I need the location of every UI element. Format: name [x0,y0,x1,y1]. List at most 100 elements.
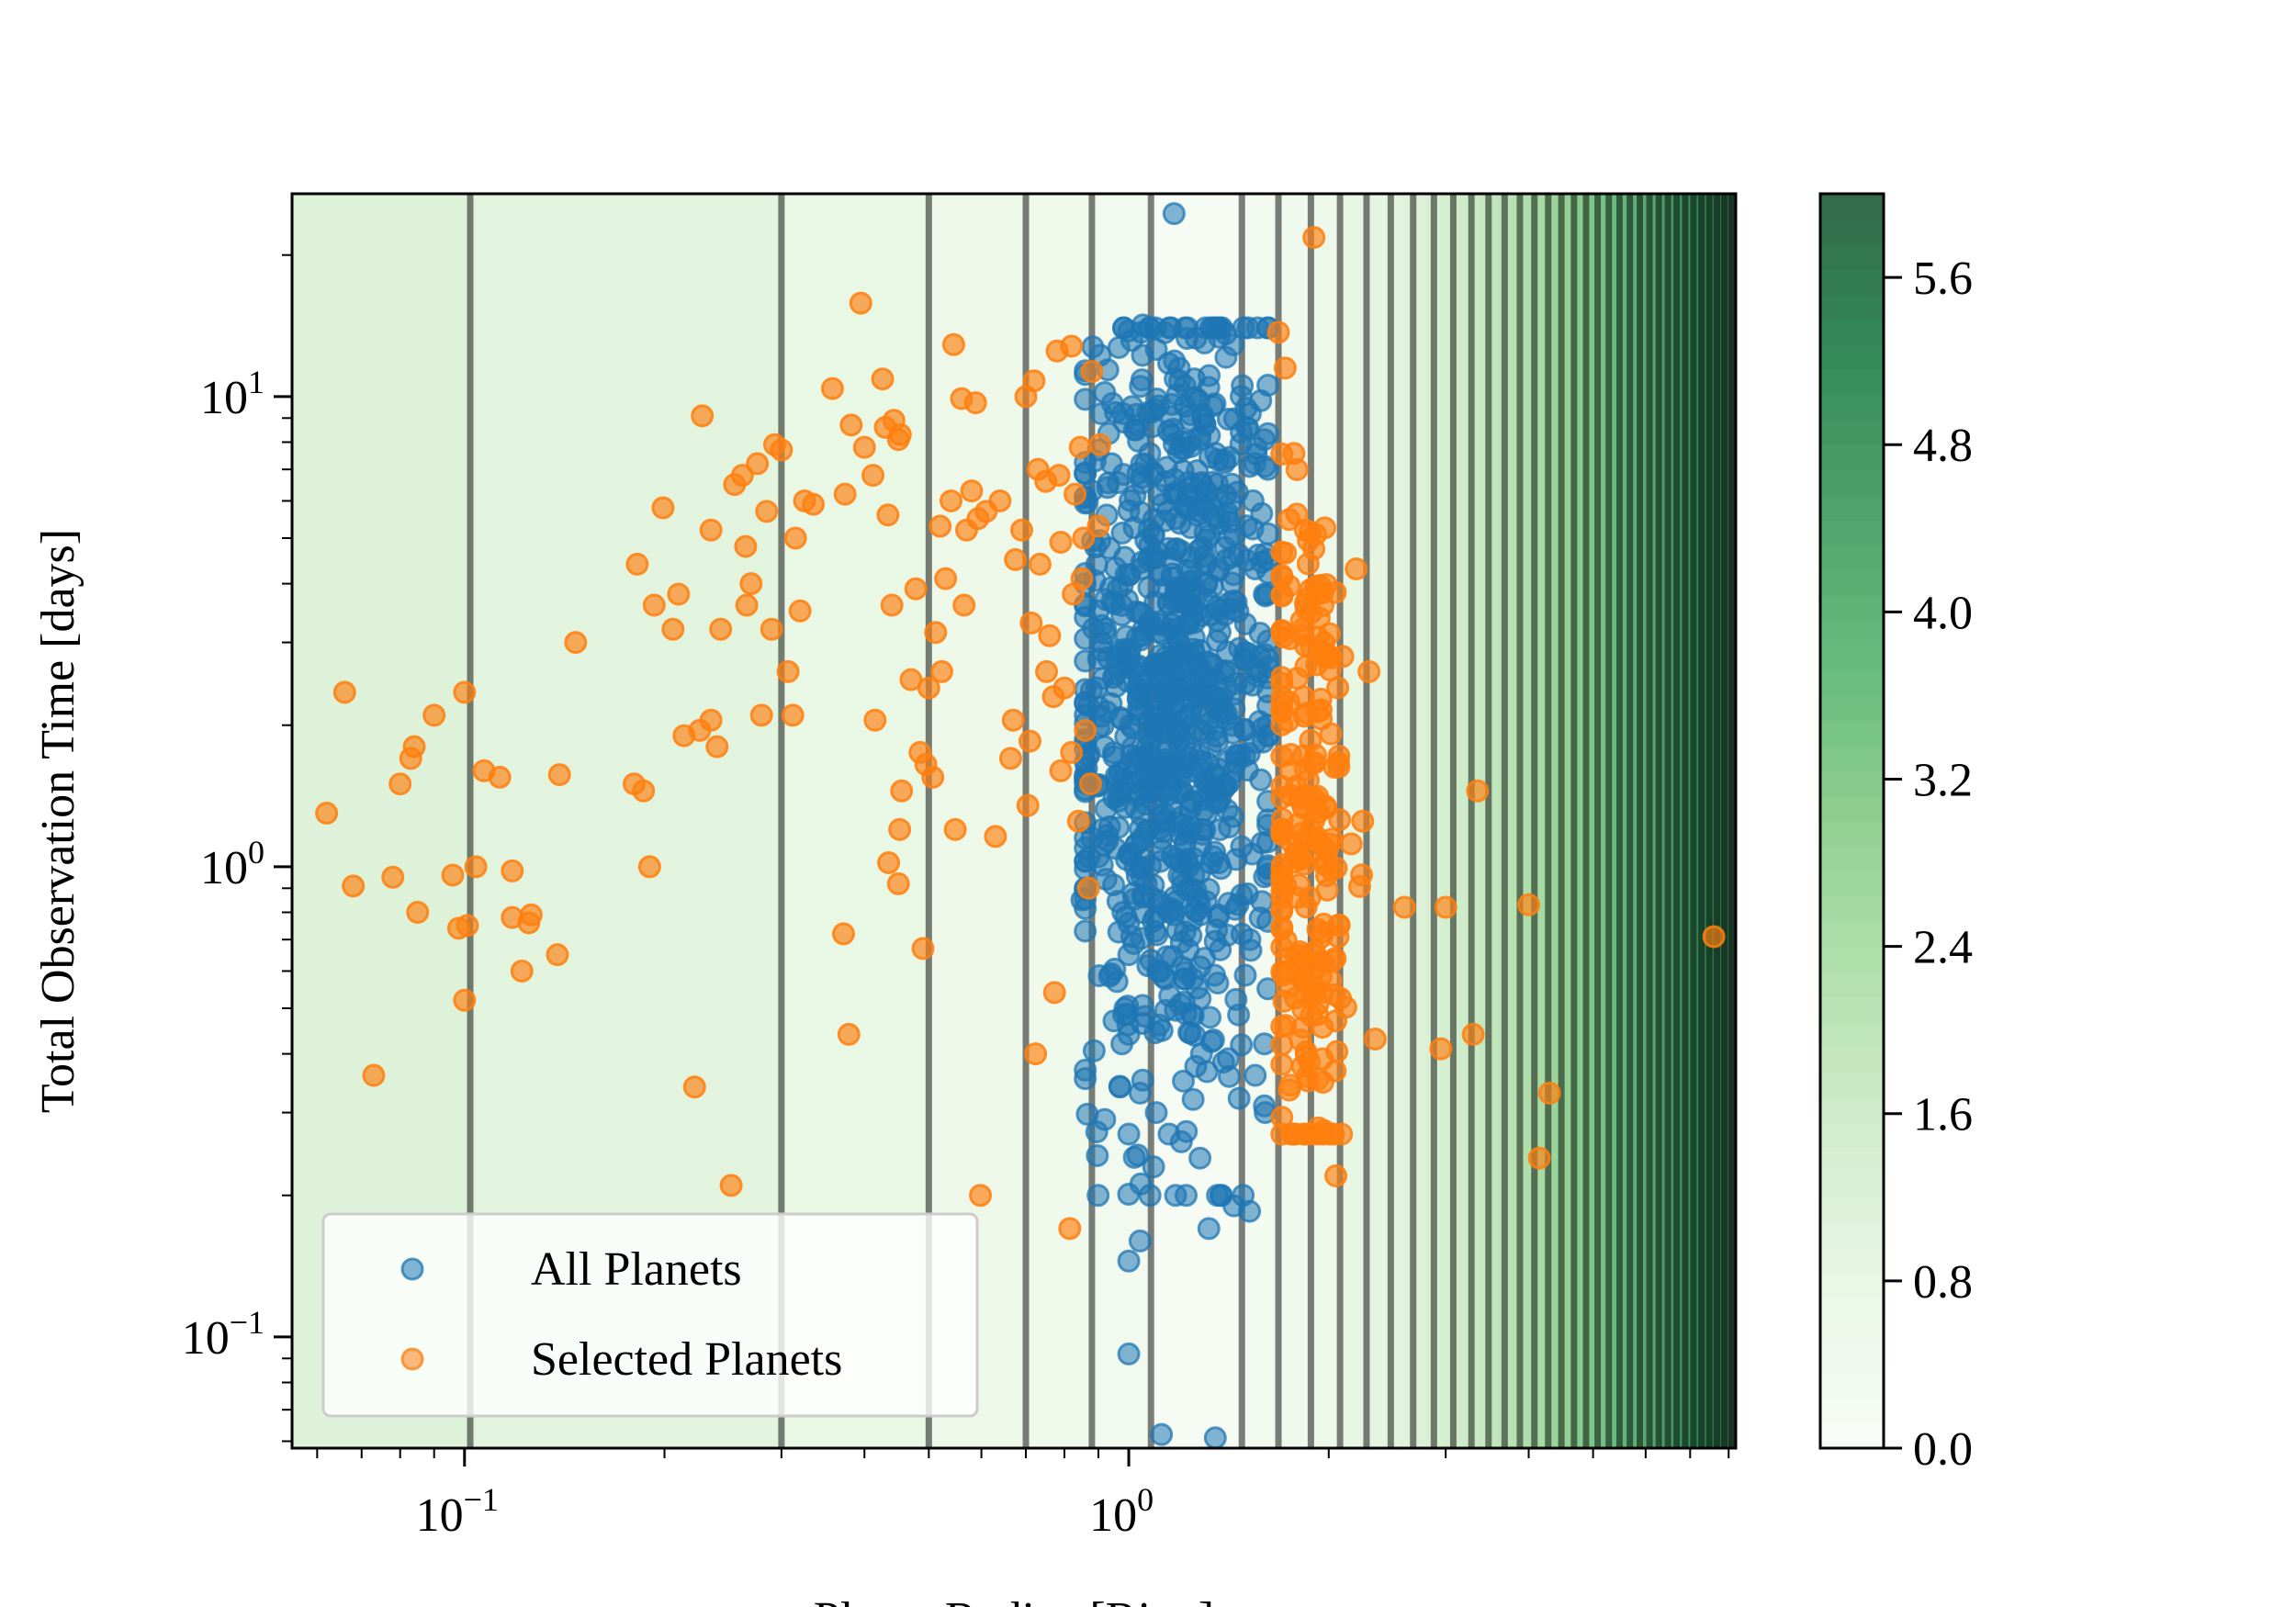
colorbar-level [1820,620,1884,646]
colorbar-tick-label: 3.2 [1913,754,1973,806]
data-point [1310,925,1334,949]
data-point [934,567,958,590]
data-point [1206,971,1230,995]
data-point [1173,316,1197,340]
data-point [705,735,729,759]
data-point [1319,969,1343,993]
data-point [1277,709,1300,733]
data-point [1172,1069,1196,1093]
data-point [1203,840,1227,864]
data-point [1245,664,1269,688]
density-band [1504,194,1513,1448]
data-point [1094,868,1118,892]
data-point [1233,963,1257,987]
data-point [960,479,984,503]
colorbar-frame [1818,192,1885,1450]
data-point [1350,863,1374,887]
data-point [776,659,800,683]
y-axis: 10−1 100 101 [182,253,292,1443]
data-point [924,621,948,645]
data-point [342,874,366,898]
data-point [1156,536,1180,560]
data-point [1018,729,1041,753]
data-point [1231,374,1255,398]
data-point [1197,1217,1221,1241]
density-band [1425,194,1434,1448]
legend: All Planets Selected Planets [321,1212,979,1418]
data-point [1206,609,1230,633]
data-point [1282,442,1306,466]
data-point [1272,989,1296,1013]
data-point [456,914,479,938]
data-point [1227,1003,1251,1027]
colorbar-tick-label: 0.8 [1913,1256,1973,1309]
colorbar-level [1820,243,1884,270]
data-point [1195,498,1219,522]
legend-marker-all-planets [400,1257,424,1281]
data-point [1117,1249,1141,1273]
data-point [1230,1033,1254,1057]
data-point [863,708,887,732]
data-point [1047,464,1071,488]
data-point [699,518,723,542]
x-axis: 10−1 100 [316,1448,1730,1542]
data-point [1058,1217,1082,1241]
data-point [488,765,512,789]
colorbar-level [1820,520,1884,546]
data-point [1147,1013,1171,1037]
colorbar-level [1820,1046,1884,1073]
data-point [501,859,524,882]
x-tick-label: 100 [1089,1481,1154,1542]
data-point [1142,714,1165,738]
data-point [820,376,844,400]
data-point [1232,1184,1255,1208]
data-point [1111,463,1135,487]
data-point [1049,759,1073,782]
data-point [1176,706,1199,730]
data-point [1429,1037,1453,1061]
data-point [1109,781,1132,804]
colorbar-level [1820,294,1884,320]
density-band [1511,194,1519,1448]
colorbar-level [1820,695,1884,722]
data-point [940,489,963,512]
density-band [1379,194,1387,1448]
data-point [1537,1081,1561,1105]
data-point [1010,518,1034,542]
data-point [746,452,770,476]
data-point [1042,981,1066,1005]
data-point [1152,893,1176,917]
data-point [1142,523,1165,547]
data-point [1270,897,1294,921]
data-point [886,871,910,895]
data-point [1139,612,1163,636]
data-point [1175,1119,1199,1143]
data-point [661,617,685,641]
data-point [1363,1028,1387,1051]
data-point [546,943,569,967]
data-point [1270,1106,1294,1129]
data-point [1074,649,1097,673]
colorbar-level [1820,1422,1884,1449]
data-point [770,438,793,462]
colorbar-level [1820,846,1884,872]
data-point [1060,740,1084,764]
data-point [837,1022,861,1046]
colorbar-tick-label: 4.0 [1913,587,1973,639]
data-point [1143,919,1167,943]
density-band [1537,194,1546,1448]
colorbar-level [1820,1247,1884,1274]
data-point [332,680,356,704]
data-point [1022,369,1046,393]
data-point [709,617,733,641]
data-point [1131,776,1155,800]
data-point [861,464,885,488]
data-point [1130,864,1154,888]
data-point [1138,316,1162,340]
data-point [1104,645,1128,669]
data-point [1327,744,1351,768]
y-tick-label: 101 [200,364,264,424]
data-point [1074,691,1097,715]
data-point [1250,890,1274,914]
data-point [1110,603,1134,627]
